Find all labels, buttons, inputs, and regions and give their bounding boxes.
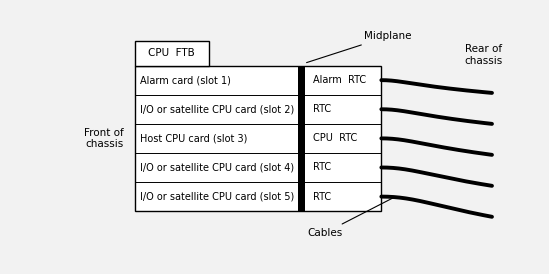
Text: Midplane: Midplane — [306, 31, 412, 63]
Text: CPU  FTB: CPU FTB — [148, 48, 195, 58]
Text: Alarm  RTC: Alarm RTC — [313, 75, 366, 85]
Bar — [298, 65, 305, 211]
Text: I/O or satellite CPU card (slot 5): I/O or satellite CPU card (slot 5) — [139, 192, 294, 202]
Text: Host CPU card (slot 3): Host CPU card (slot 3) — [139, 133, 247, 143]
Bar — [135, 41, 209, 65]
Text: RTC: RTC — [313, 162, 331, 173]
Text: Alarm card (slot 1): Alarm card (slot 1) — [139, 75, 231, 85]
Text: Cables: Cables — [307, 196, 396, 238]
Text: RTC: RTC — [313, 104, 331, 114]
Text: Rear of
chassis: Rear of chassis — [464, 44, 502, 66]
Text: I/O or satellite CPU card (slot 2): I/O or satellite CPU card (slot 2) — [139, 104, 294, 114]
Text: I/O or satellite CPU card (slot 4): I/O or satellite CPU card (slot 4) — [139, 162, 294, 173]
Text: CPU  RTC: CPU RTC — [313, 133, 357, 143]
Bar — [135, 65, 382, 211]
Text: Front of
chassis: Front of chassis — [84, 128, 124, 149]
Text: RTC: RTC — [313, 192, 331, 202]
